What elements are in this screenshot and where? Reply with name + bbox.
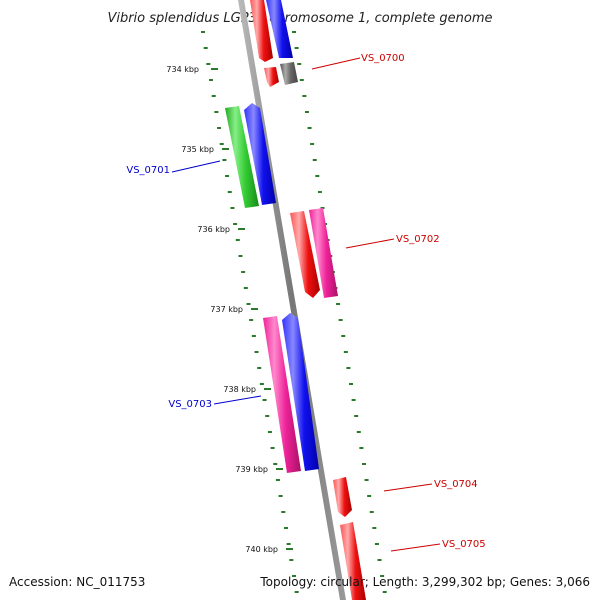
kbp-label: 734 kbp [166,65,199,74]
kbp-label: 737 kbp [210,305,243,314]
kbp-label: 735 kbp [181,145,214,154]
gene-arrow[interactable] [244,103,276,205]
map-title: Vibrio splendidus LGP32 chromosome 1, co… [107,11,492,26]
gene-label-vs0703[interactable]: VS_0703 [168,399,212,410]
coordinate-ticks [200,31,387,594]
kbp-label: 740 kbp [245,545,278,554]
kbp-label: 736 kbp [197,225,230,234]
gene-arrow[interactable] [333,477,352,517]
gene-arrow[interactable] [266,0,293,58]
gene-arrow[interactable] [250,0,273,62]
gene-label-vs0705[interactable]: VS_0705 [442,539,486,550]
gene-label-vs0700[interactable]: VS_0700 [361,53,405,64]
gene-labels: VS_0700 VS_0701 VS_0702 VS_0703 VS_0704 … [126,53,486,552]
gene-arrow[interactable] [282,313,319,471]
gene-arrow[interactable] [309,208,338,298]
gene-label-vs0702[interactable]: VS_0702 [396,234,440,245]
kbp-axis: 734 kbp 735 kbp 736 kbp 737 kbp 738 kbp … [166,65,293,554]
topology-text: Topology: circular; Length: 3,299,302 bp… [259,575,590,589]
gene-label-vs0704[interactable]: VS_0704 [434,479,478,490]
gene-arrow[interactable] [290,211,320,298]
gene-arrow[interactable] [263,316,301,473]
gene-features [225,0,366,600]
gene-arrow[interactable] [264,67,279,87]
accession-text: Accession: NC_011753 [9,575,145,589]
kbp-label: 738 kbp [223,385,256,394]
chromosome-backbone [238,0,346,600]
gene-arrow[interactable] [225,106,259,208]
gene-label-vs0701[interactable]: VS_0701 [126,165,170,176]
gene-arrow[interactable] [280,62,298,85]
gene-arrow[interactable] [340,522,366,600]
kbp-label: 739 kbp [235,465,268,474]
